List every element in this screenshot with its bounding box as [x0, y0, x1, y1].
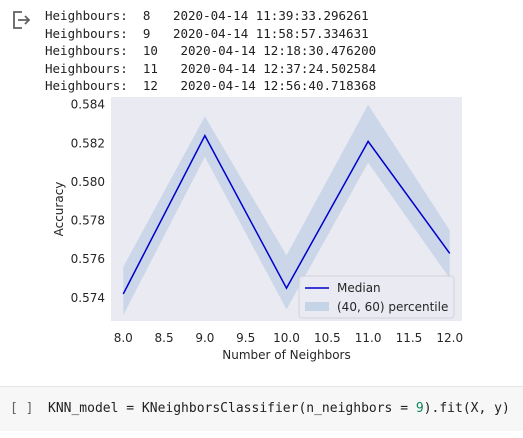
- x-tick-label: 9.5: [236, 331, 255, 345]
- legend-band-label: (40, 60) percentile: [337, 300, 448, 314]
- legend-band-swatch: [305, 302, 329, 311]
- log-timestamp: 2020-04-14 12:18:30.476200: [180, 43, 377, 58]
- code-prefix: KNN_model = KNeighborsClassifier(n_neigh…: [48, 401, 416, 416]
- x-tick-label: 10.5: [314, 331, 341, 345]
- y-tick-label: 0.574: [71, 291, 105, 305]
- log-line: Heighbours: 11 2020-04-14 12:37:24.50258…: [45, 60, 376, 78]
- y-tick-label: 0.578: [71, 214, 105, 228]
- log-neighbours-value: 11: [142, 60, 158, 76]
- log-label: Heighbours:: [45, 25, 128, 41]
- code-suffix: ).fit(X, y): [423, 401, 510, 416]
- cell-run-bracket[interactable]: [ ]: [10, 401, 34, 416]
- y-tick-label: 0.580: [71, 175, 105, 189]
- log-line: Heighbours: 9 2020-04-14 11:58:57.334631: [45, 25, 376, 43]
- log-timestamp: 2020-04-14 12:56:40.718368: [180, 78, 377, 93]
- x-tick-label: 11.5: [396, 331, 423, 345]
- x-axis-label: Number of Neighbors: [222, 348, 350, 362]
- x-tick-label: 10.0: [273, 331, 300, 345]
- log-timestamp: 2020-04-14 11:39:33.296261: [172, 8, 369, 23]
- legend-median-label: Median: [337, 281, 381, 295]
- log-timestamp: 2020-04-14 12:37:24.502584: [180, 60, 377, 76]
- percentile-band: [123, 104, 450, 316]
- x-tick-label: 8.5: [155, 331, 174, 345]
- y-axis-label: Accuracy: [52, 182, 66, 237]
- output-log: Heighbours: 8 2020-04-14 11:39:33.296261…: [45, 7, 376, 95]
- y-tick-label: 0.582: [71, 136, 105, 150]
- log-neighbours-value: 8: [142, 8, 151, 23]
- log-line: Heighbours: 12 2020-04-14 12:56:40.71836…: [45, 77, 376, 95]
- code-cell[interactable]: [ ] KNN_model = KNeighborsClassifier(n_n…: [0, 386, 523, 431]
- log-timestamp: 2020-04-14 11:58:57.334631: [172, 25, 369, 41]
- cell-code-text[interactable]: KNN_model = KNeighborsClassifier(n_neigh…: [48, 401, 510, 416]
- log-line: Heighbours: 8 2020-04-14 11:39:33.296261: [45, 7, 376, 25]
- legend-box: [298, 275, 455, 319]
- log-neighbours-value: 10: [142, 43, 158, 58]
- log-line: Heighbours: 10 2020-04-14 12:18:30.47620…: [45, 42, 376, 60]
- x-tick-label: 9.0: [195, 331, 214, 345]
- log-neighbours-value: 12: [142, 78, 158, 93]
- log-label: Heighbours:: [45, 78, 128, 93]
- code-number: 9: [415, 401, 424, 416]
- y-tick-label: 0.576: [71, 252, 105, 266]
- x-tick-label: 12.0: [436, 331, 463, 345]
- x-tick-label: 8.0: [114, 331, 133, 345]
- accuracy-chart: 8.0 8.5 9.0 9.5 10.0 10.5 11.0 11.5 12.0 0.574 0.5…: [52, 97, 463, 362]
- log-neighbours-value: 9: [142, 25, 151, 41]
- log-label: Heighbours:: [45, 43, 128, 58]
- log-label: Heighbours:: [45, 60, 128, 76]
- y-tick-label: 0.584: [71, 98, 105, 112]
- output-redirect-icon[interactable]: [10, 9, 32, 31]
- x-tick-label: 11.0: [355, 331, 382, 345]
- log-label: Heighbours:: [45, 8, 128, 23]
